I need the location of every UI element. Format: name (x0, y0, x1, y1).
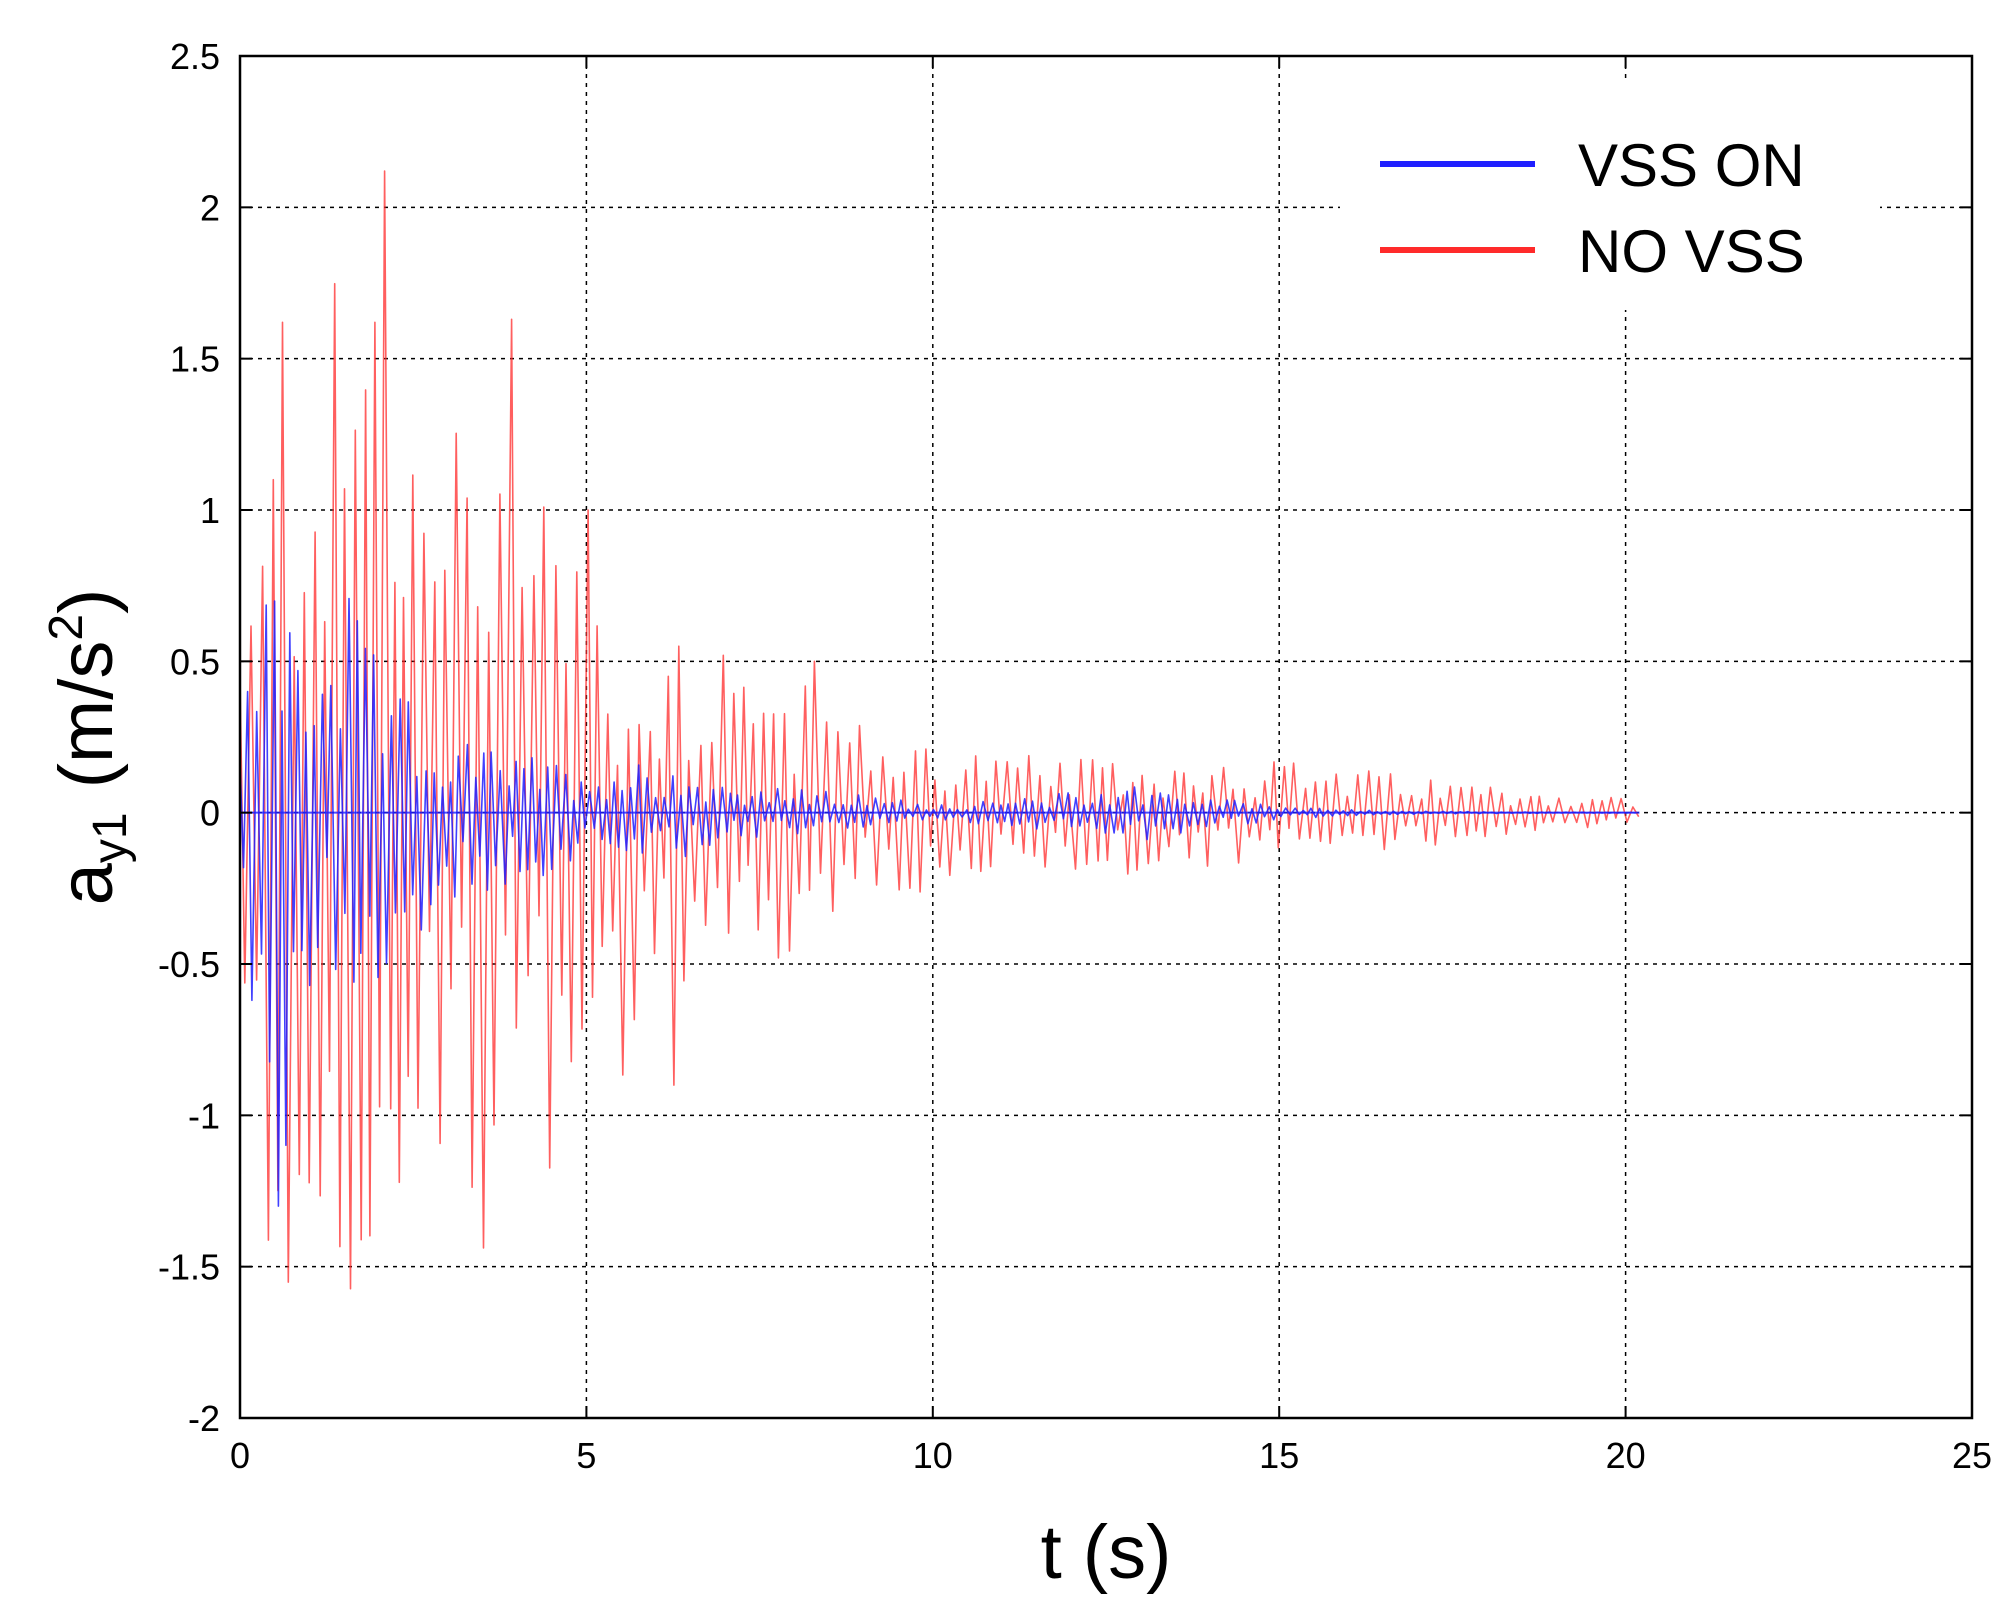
series-line-no-vss (239, 170, 1640, 1290)
y-tick-label: -1.5 (158, 1247, 220, 1288)
y-tick-label: 0 (200, 793, 220, 834)
x-tick-label: 0 (230, 1435, 250, 1476)
plot-frame (238, 54, 1974, 1420)
legend-label-vss-on: VSS ON (1578, 132, 1805, 199)
legend-background (1340, 80, 1880, 310)
y-axis-title-superscript: 2 (40, 614, 93, 641)
x-tick-label: 20 (1606, 1435, 1646, 1476)
plot-area (239, 170, 1640, 1290)
y-tick-label: -0.5 (158, 944, 220, 985)
legend-label-no-vss: NO VSS (1578, 218, 1805, 285)
x-tick-label: 15 (1259, 1435, 1299, 1476)
x-tick-label: 10 (913, 1435, 953, 1476)
y-axis-title-unit-open: (m/s (44, 641, 129, 789)
legend: VSS ON NO VSS (1340, 80, 1880, 310)
y-tick-label: -2 (188, 1398, 220, 1439)
y-axis-title-subscript: y1 (84, 812, 137, 863)
x-tick-label: 5 (576, 1435, 596, 1476)
y-tick-label: 2 (200, 187, 220, 228)
y-axis-title-unit-close: ) (44, 589, 129, 614)
y-axis-title: ay1 (m/s2) (40, 589, 137, 906)
y-tick-labels: -2 -1.5 -1 -0.5 0 0.5 1 1.5 2 2.5 (158, 36, 220, 1439)
x-tick-label: 25 (1952, 1435, 1992, 1476)
y-axis-title-base: a (44, 862, 129, 905)
y-tick-label: -1 (188, 1095, 220, 1136)
y-tick-label: 1 (200, 490, 220, 531)
y-tick-label: 1.5 (170, 339, 220, 380)
y-tick-label: 0.5 (170, 641, 220, 682)
x-axis-title: t (s) (1041, 1510, 1172, 1595)
series-layer (239, 170, 1640, 1290)
x-tick-labels: 0 5 10 15 20 25 (230, 1435, 1992, 1476)
y-tick-label: 2.5 (170, 36, 220, 77)
ticks (239, 55, 1973, 1419)
